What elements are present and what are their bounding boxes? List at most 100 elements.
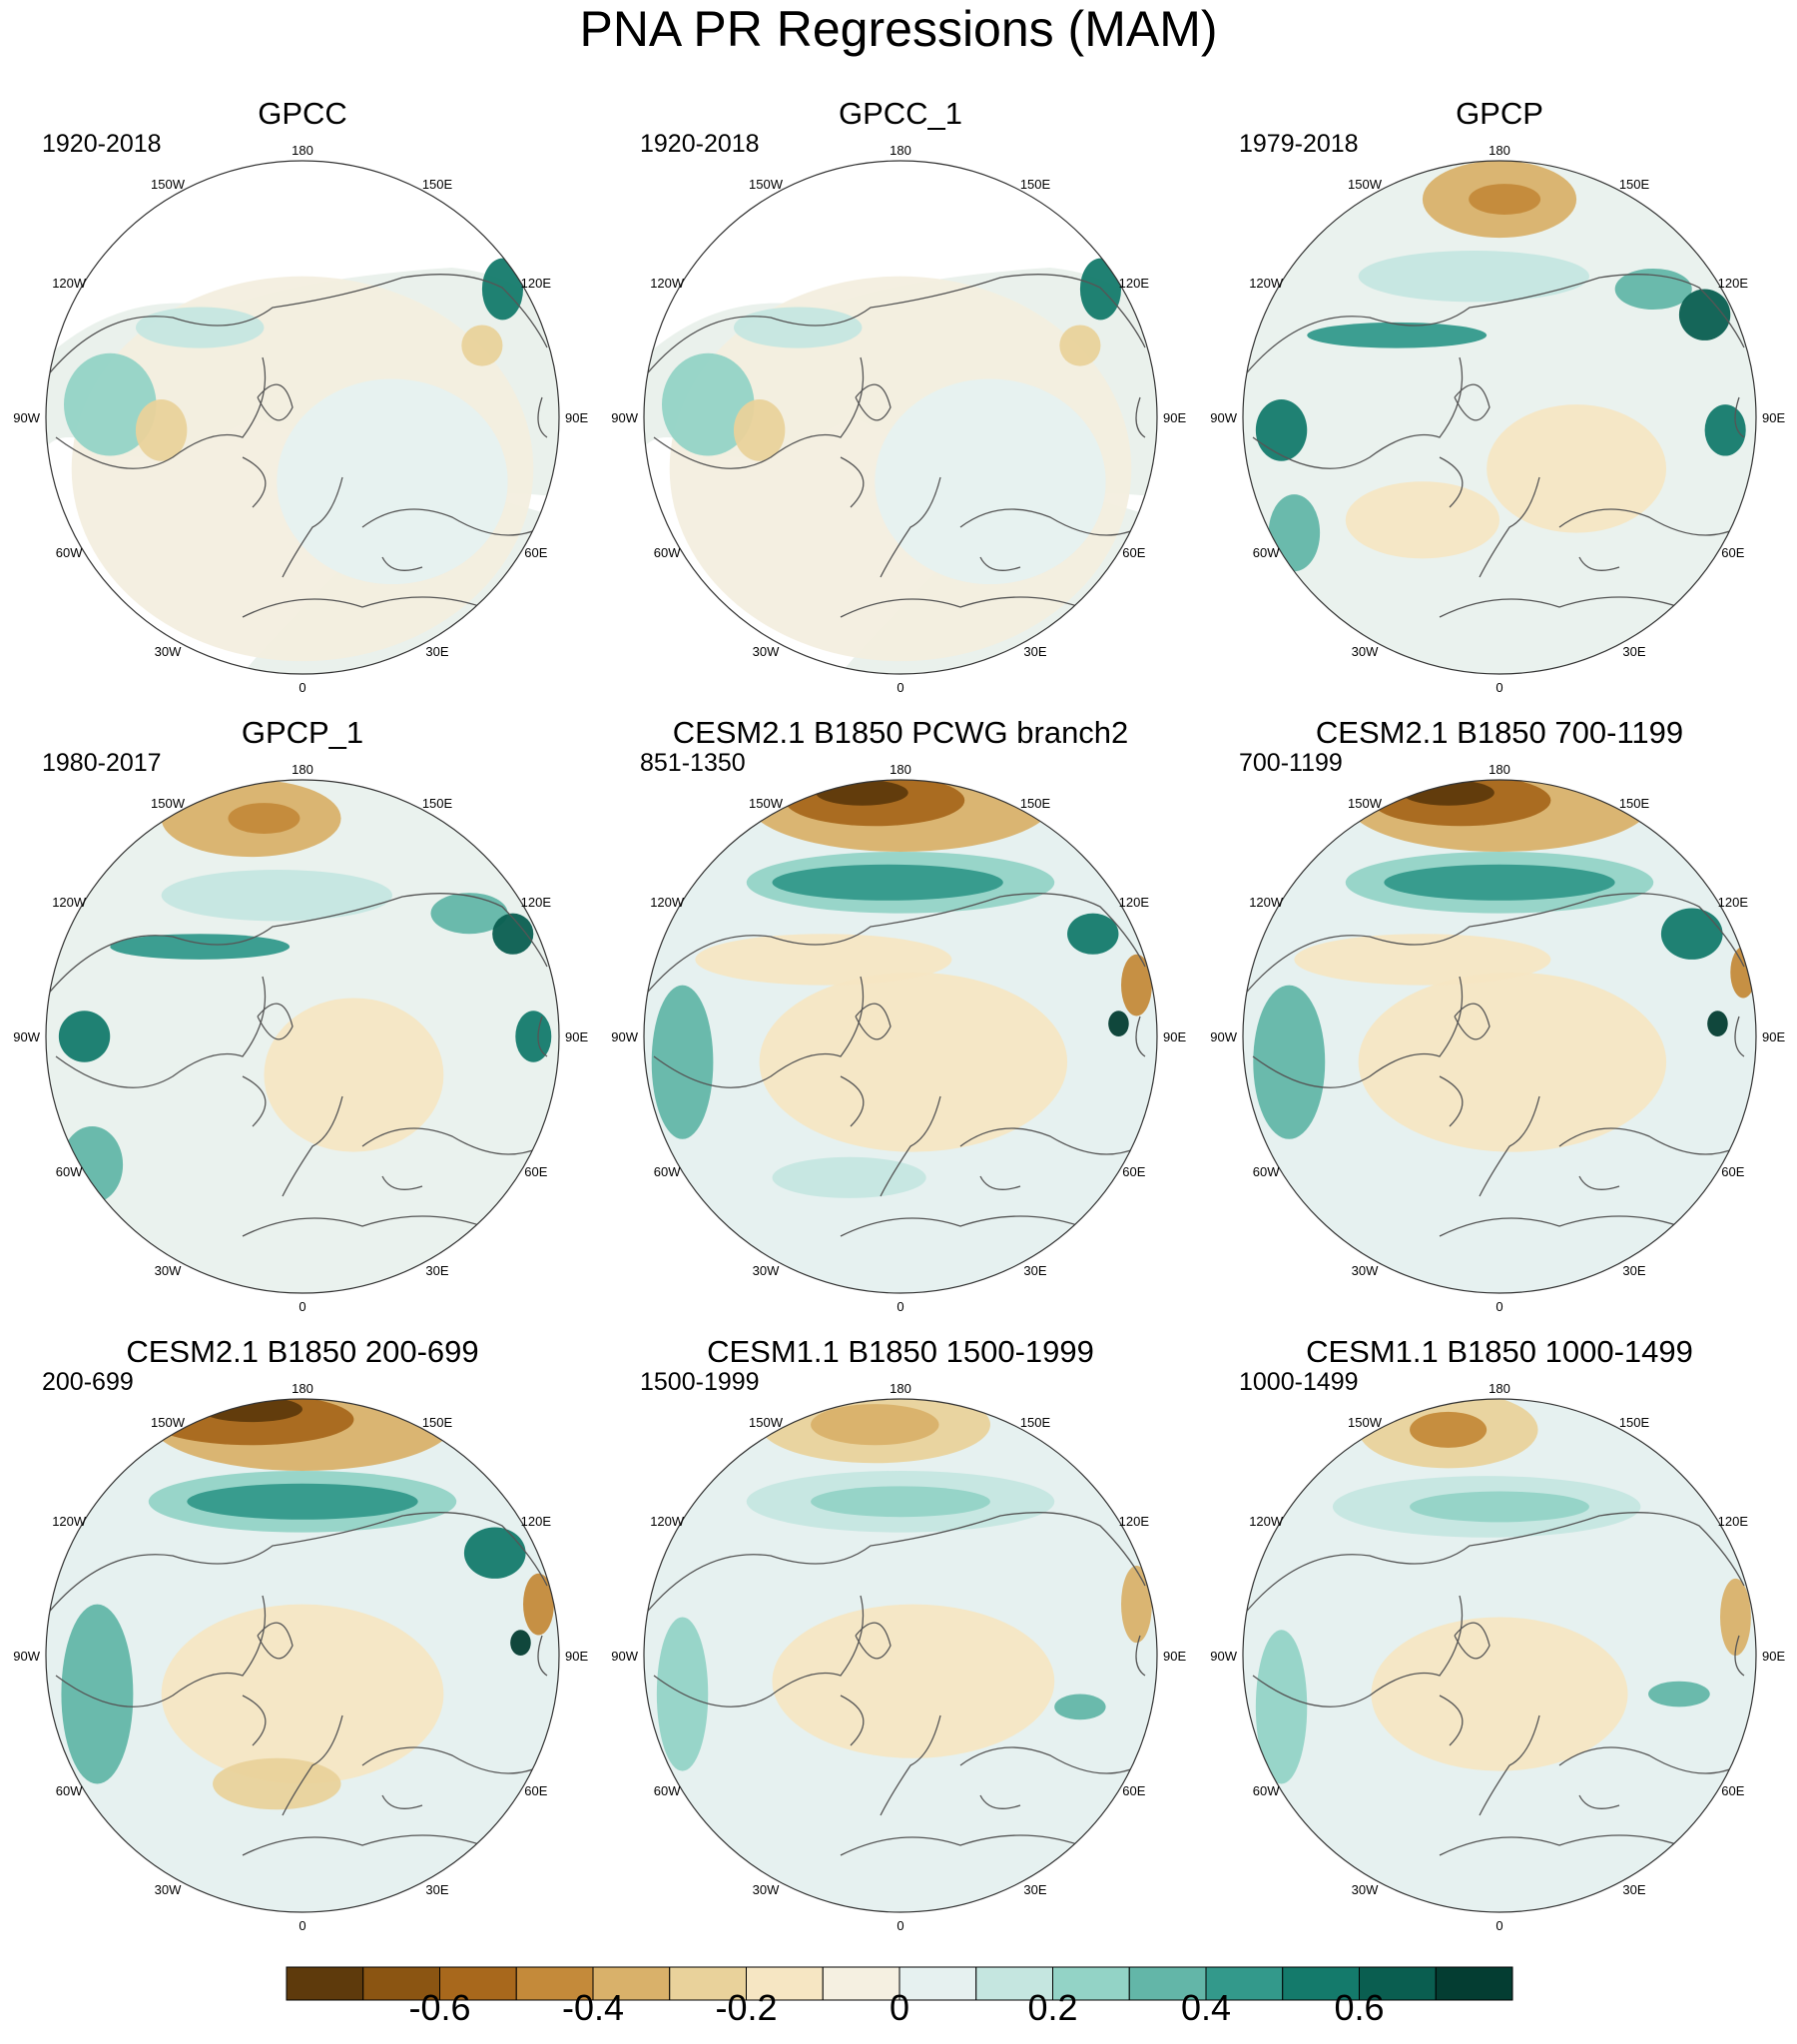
longitude-label: 150W xyxy=(1348,1415,1383,1430)
longitude-label: 150E xyxy=(1619,1415,1650,1430)
field-contour xyxy=(816,780,908,806)
longitude-label: 180 xyxy=(890,762,911,777)
longitude-label: 120E xyxy=(1119,276,1150,291)
colorbar-tick-label: -0.4 xyxy=(561,1987,625,2028)
longitude-label: 90W xyxy=(1210,1649,1237,1664)
longitude-label: 0 xyxy=(897,1918,903,1933)
longitude-label: 90E xyxy=(1163,1649,1186,1664)
panel-period: 1920-2018 xyxy=(42,130,162,158)
map-boundary xyxy=(643,160,1158,675)
precip-field xyxy=(46,161,559,674)
field-contour xyxy=(1294,934,1551,986)
longitude-label: 60E xyxy=(524,545,547,560)
longitude-label: 150E xyxy=(1020,1415,1051,1430)
field-contour xyxy=(772,1156,926,1198)
precip-field xyxy=(644,161,1157,674)
map-boundary xyxy=(1242,160,1757,675)
polar-map-panel: 180 150E 120E 90E 60E 30E 0 30W 60W 90W 120W 150W CE… xyxy=(611,715,1186,1314)
coastlines xyxy=(46,1512,548,1856)
field-contour xyxy=(1678,289,1731,341)
field-contour xyxy=(1720,1578,1751,1656)
field-contour xyxy=(772,864,1003,901)
colorbar-swatch xyxy=(286,1966,364,2001)
field-contour xyxy=(1707,1011,1728,1036)
panel-period: 1500-1999 xyxy=(640,1368,760,1396)
field-contour xyxy=(1469,184,1541,215)
field-contour xyxy=(1067,913,1119,955)
coastlines xyxy=(46,893,548,1237)
precip-field xyxy=(46,780,559,1293)
panel-title: CESM1.1 B1850 1000-1499 xyxy=(1306,1334,1693,1369)
map-boundary xyxy=(45,1398,560,1913)
figure-title: PNA PR Regressions (MAM) xyxy=(579,1,1218,57)
map-boundary xyxy=(1242,1398,1757,1913)
longitude-label: 60W xyxy=(56,1783,83,1798)
longitude-label: 120E xyxy=(1718,1514,1749,1529)
field-contour xyxy=(1704,404,1746,456)
colorbar-swatch xyxy=(1359,1966,1437,2001)
field-contour xyxy=(661,352,755,456)
longitude-label: 120W xyxy=(52,1514,87,1529)
longitude-label: 150E xyxy=(1020,796,1051,811)
coastlines xyxy=(644,1512,1146,1856)
longitude-label: 0 xyxy=(299,1918,305,1933)
field-contour xyxy=(733,399,786,461)
precip-field xyxy=(644,780,1157,1293)
longitude-label: 90E xyxy=(1163,410,1186,425)
field-contour xyxy=(772,1604,1055,1758)
longitude-label: 90W xyxy=(13,410,40,425)
colorbar-tick-label: -0.6 xyxy=(408,1987,471,2028)
longitude-label: 150W xyxy=(749,1415,784,1430)
longitude-label: 60W xyxy=(56,545,83,560)
field-contour xyxy=(161,1604,444,1784)
field-contour xyxy=(1345,481,1499,559)
longitude-label: 180 xyxy=(890,1381,911,1396)
colorbar xyxy=(286,1966,1513,2001)
coastlines xyxy=(46,274,548,618)
longitude-label: 90E xyxy=(565,1029,588,1044)
field-contour xyxy=(228,803,300,834)
colorbar-tick-label: 0 xyxy=(889,1987,910,2028)
panel-title: GPCC_1 xyxy=(839,96,962,131)
longitude-label: 120E xyxy=(521,1514,552,1529)
longitude-label: 150E xyxy=(422,177,453,192)
longitude-label: 180 xyxy=(292,1381,313,1396)
longitude-label: 90W xyxy=(13,1029,40,1044)
panel-title: GPCP_1 xyxy=(242,715,363,750)
longitude-label: 30E xyxy=(1622,644,1645,659)
longitude-label: 30E xyxy=(1023,644,1046,659)
map-boundary xyxy=(45,779,560,1294)
field-contour xyxy=(1660,908,1723,960)
longitude-label: 30E xyxy=(425,1882,448,1897)
longitude-label: 60E xyxy=(524,1164,547,1179)
map-boundary xyxy=(45,160,560,675)
longitude-label: 60W xyxy=(654,1164,681,1179)
field-contour xyxy=(61,1604,134,1784)
field-contour xyxy=(161,869,392,922)
field-contour xyxy=(733,307,863,348)
colorbar-swatch xyxy=(822,1966,900,2001)
longitude-label: 180 xyxy=(1489,1381,1510,1396)
field-contour xyxy=(463,1527,526,1579)
longitude-label: 30E xyxy=(1023,1263,1046,1278)
longitude-label: 0 xyxy=(1496,680,1502,695)
longitude-label: 60W xyxy=(1253,1783,1280,1798)
longitude-label: 30E xyxy=(1023,1882,1046,1897)
longitude-label: 90W xyxy=(611,1029,638,1044)
longitude-label: 60E xyxy=(1122,1164,1145,1179)
longitude-label: 30W xyxy=(1352,644,1379,659)
longitude-label: 60W xyxy=(654,1783,681,1798)
longitude-label: 150W xyxy=(749,796,784,811)
field-contour xyxy=(187,1483,418,1520)
precip-field xyxy=(644,1399,1157,1912)
longitude-label: 90E xyxy=(1762,410,1785,425)
longitude-label: 60W xyxy=(1253,545,1280,560)
longitude-label: 0 xyxy=(1496,1918,1502,1933)
longitude-label: 120E xyxy=(521,895,552,910)
precip-field xyxy=(1243,1399,1756,1912)
precip-field xyxy=(46,1399,559,1912)
longitude-label: 90W xyxy=(611,410,638,425)
longitude-label: 90E xyxy=(1762,1029,1785,1044)
longitude-label: 180 xyxy=(292,143,313,158)
longitude-label: 120W xyxy=(52,895,87,910)
